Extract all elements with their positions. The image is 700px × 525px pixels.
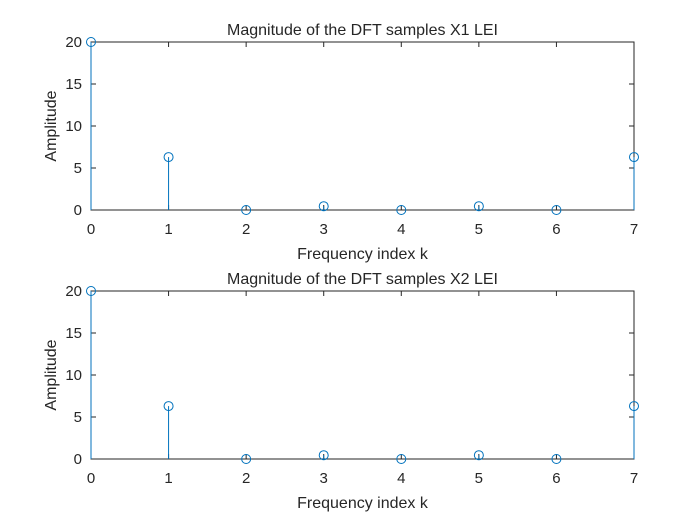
- stem-marker: [86, 286, 96, 296]
- y-tick-label: 15: [65, 76, 82, 93]
- stem-marker: [241, 454, 252, 464]
- x-tick-label: 2: [242, 470, 250, 487]
- y-tick-label: 0: [74, 202, 82, 219]
- stem-marker: [396, 205, 407, 215]
- x-tick-label: 1: [164, 221, 172, 238]
- y-tick-label: 5: [74, 409, 82, 426]
- x-tick-label: 1: [164, 470, 172, 487]
- stem-marker: [163, 152, 174, 163]
- x-tick-label: 0: [87, 470, 95, 487]
- chart-title: Magnitude of the DFT samples X1 LEI: [227, 22, 498, 39]
- x-tick-label: 3: [320, 470, 328, 487]
- x-tick-label: 7: [630, 470, 638, 487]
- stem-marker: [86, 37, 96, 47]
- stem-marker: [318, 450, 329, 461]
- y-tick-label: 20: [65, 283, 82, 300]
- ticks: 0 1 2 3 4 5 6 7 0 5 10 15 20: [65, 283, 638, 487]
- y-tick-label: 0: [74, 451, 82, 468]
- stem-marker: [318, 201, 329, 212]
- y-axis-label: Amplitude: [43, 339, 60, 410]
- y-tick-label: 5: [74, 160, 82, 177]
- x-tick-label: 2: [242, 221, 250, 238]
- plot-area: [90, 290, 635, 460]
- chart-x2: Magnitude of the DFT samples X2 LEI Freq…: [43, 271, 639, 512]
- x-tick-label: 7: [630, 221, 638, 238]
- x-tick-label: 5: [475, 221, 483, 238]
- stem-marker: [551, 205, 562, 215]
- x-tick-label: 4: [397, 221, 405, 238]
- plot-area: [90, 41, 635, 211]
- data-marks: [86, 286, 639, 464]
- chart-x1: Magnitude of the DFT samples X1 LEI Freq…: [43, 22, 639, 263]
- stem-marker: [629, 152, 639, 163]
- y-axis-label: Amplitude: [43, 90, 60, 161]
- x-tick-label: 5: [475, 470, 483, 487]
- stem-marker: [473, 450, 484, 461]
- y-tick-label: 10: [65, 367, 82, 384]
- x-tick-label: 3: [320, 221, 328, 238]
- stem-marker: [241, 205, 252, 215]
- x-axis-label: Frequency index k: [297, 246, 429, 263]
- x-tick-label: 6: [552, 470, 560, 487]
- stem-marker: [551, 454, 562, 464]
- x-tick-label: 4: [397, 470, 405, 487]
- stem-marker: [163, 401, 174, 412]
- stem-marker: [396, 454, 407, 464]
- x-axis-label: Frequency index k: [297, 495, 429, 512]
- data-marks: [86, 37, 639, 215]
- y-tick-label: 20: [65, 34, 82, 51]
- stem-marker: [629, 401, 639, 412]
- chart-title: Magnitude of the DFT samples X2 LEI: [227, 271, 498, 288]
- stem-marker: [473, 201, 484, 212]
- y-tick-label: 10: [65, 118, 82, 135]
- ticks: 0 1 2 3 4 5 6 7 0 5 10 15 20: [65, 34, 638, 238]
- y-tick-label: 15: [65, 325, 82, 342]
- x-tick-label: 6: [552, 221, 560, 238]
- x-tick-label: 0: [87, 221, 95, 238]
